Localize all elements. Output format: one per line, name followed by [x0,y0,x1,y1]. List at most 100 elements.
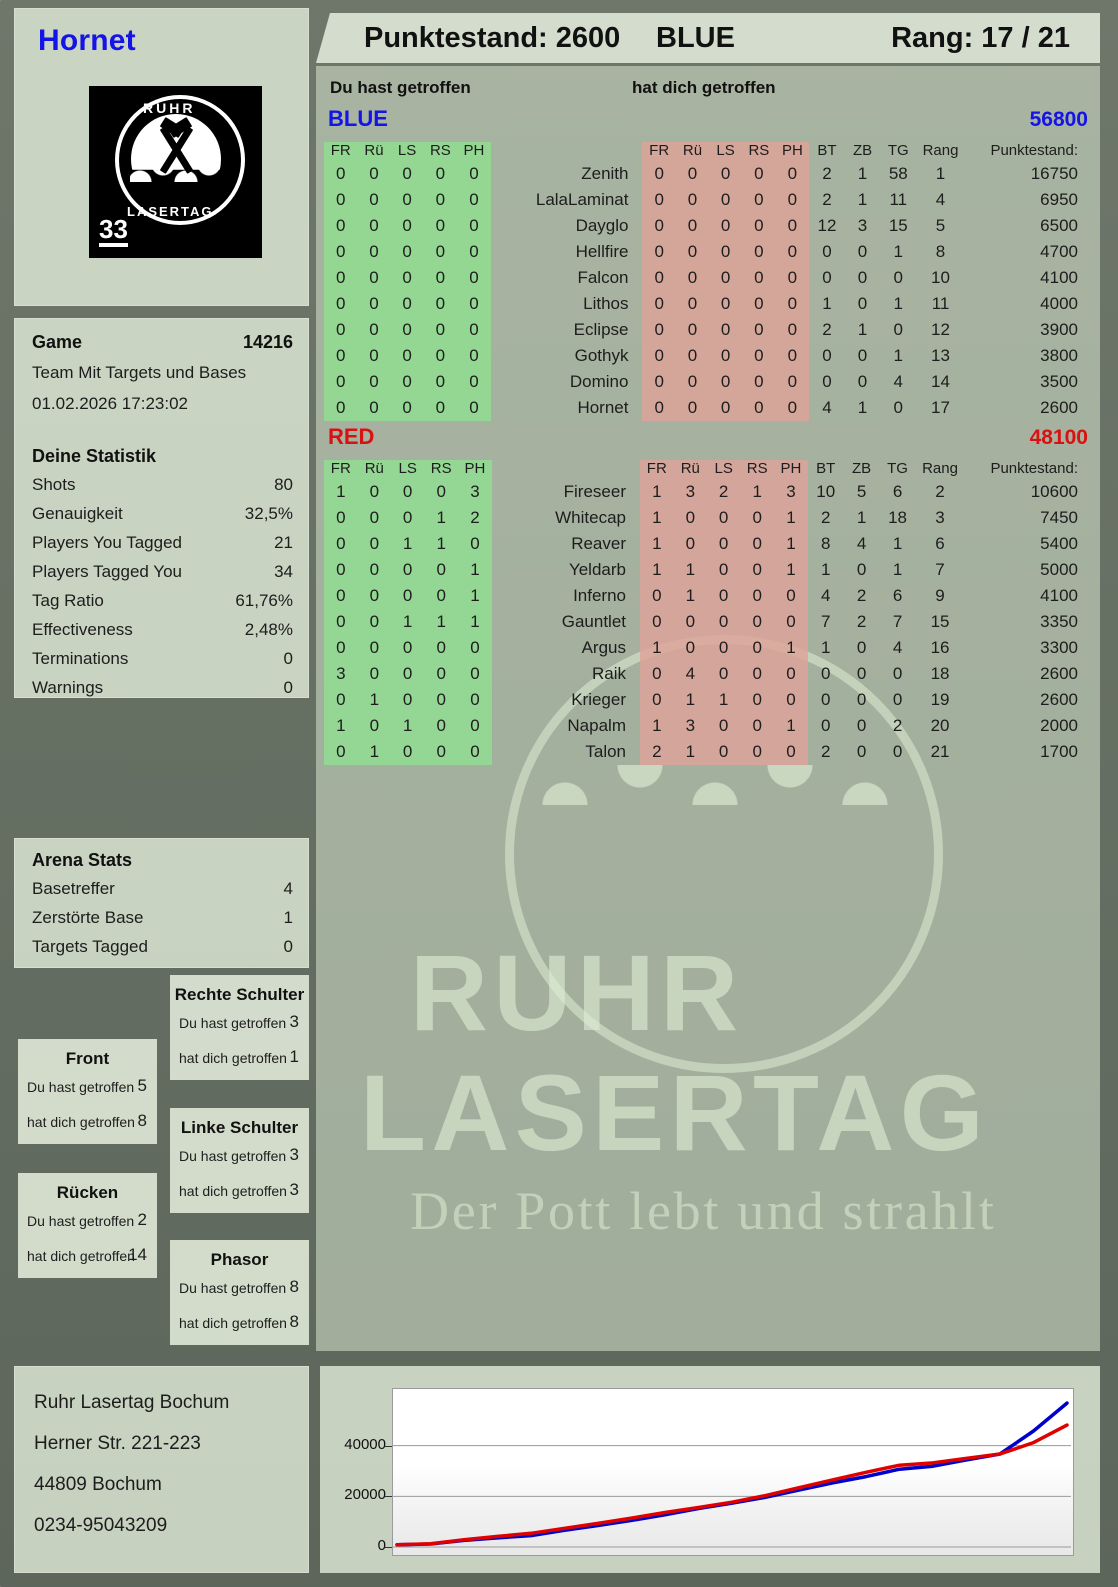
cell-them-RS: 0 [742,265,776,291]
table-row[interactable]: 1 0 1 0 0 Napalm 1 3 0 0 1 0 0 2 20 2000 [324,713,1090,739]
hitzone-title-front: Front [65,1049,110,1068]
team-block-blue: BLUE 56800 FR Rü LS RS PH FR Rü LS RS PH BT ZB TG Rang P… [316,106,1100,421]
cell-bt: 0 [822,268,832,287]
hitzone-you-hit-label: Du hast getroffen [179,1015,287,1031]
cell-them-RS: 0 [740,687,775,713]
cell-them-RS: 1 [740,479,775,505]
cell-tg: 58 [888,164,908,183]
cell-zb: 0 [856,742,867,761]
hitzone-phasor: Phasor Du hast getroffen 8 hat dich getroff… [170,1240,309,1345]
cell-score: 5400 [1040,534,1078,553]
table-row[interactable]: 0 0 1 1 0 Reaver 1 0 0 0 1 8 4 1 6 5400 [324,531,1090,557]
table-row[interactable]: 0 0 0 0 0 Falcon 0 0 0 0 0 0 0 0 10 4100 [324,265,1090,291]
cell-player-name: Zenith [581,164,629,183]
table-row[interactable]: 0 0 0 0 0 Zenith 0 0 0 0 0 2 1 58 1 16750 [324,161,1090,187]
cell-them-FR: 0 [642,265,676,291]
cell-you-FR: 0 [324,161,358,187]
cell-you-PH: 0 [458,687,492,713]
cell-you-PH: 0 [458,531,492,557]
cell-them-RS: 0 [740,713,775,739]
cell-you-RS: 0 [423,317,458,343]
cell-zb: 0 [856,716,867,735]
cell-bt: 4 [821,586,831,605]
cell-them-RS: 0 [742,161,776,187]
hitzone-right-shoulder: Rechte Schulter Du hast getroffen 3 hat dic… [170,975,309,1080]
your-stat-label: Effectiveness [32,620,133,639]
arena-stat-label: Zerstörte Base [32,908,144,927]
cell-them-Rü: 1 [673,739,708,765]
cell-score: 5000 [1040,560,1078,579]
cell-tg: 1 [892,534,903,553]
hitzone-title-ph: Phasor [210,1250,269,1269]
table-row[interactable]: 0 0 0 0 0 Eclipse 0 0 0 0 0 2 1 0 12 3900 [324,317,1090,343]
cell-score: 3800 [1040,346,1078,365]
table-row[interactable]: 0 0 0 0 1 Inferno 0 1 0 0 0 4 2 6 9 4100 [324,583,1090,609]
cell-you-RS: 0 [424,739,459,765]
table-row[interactable]: 0 0 0 0 1 Yeldarb 1 1 0 0 1 1 0 1 7 5000 [324,557,1090,583]
cell-rang: 14 [931,372,950,391]
table-row[interactable]: 0 0 0 0 0 Lithos 0 0 0 0 0 1 0 1 11 4000 [324,291,1090,317]
cell-you-LS: 0 [390,213,424,239]
cell-you-FR: 0 [324,239,358,265]
cell-you-RS: 0 [424,687,459,713]
table-row[interactable]: 3 0 0 0 0 Raik 0 4 0 0 0 0 0 0 18 2600 [324,661,1090,687]
header-team: BLUE [656,21,735,54]
cell-tg: 2 [892,716,903,735]
cell-zb: 0 [856,560,867,579]
cell-you-FR: 0 [324,343,358,369]
cell-you-RS: 0 [423,265,458,291]
cell-you-FR: 0 [324,739,358,765]
table-row[interactable]: 0 0 0 0 0 Domino 0 0 0 0 0 0 0 4 14 3500 [324,369,1090,395]
cell-you-RS: 0 [423,187,458,213]
cell-you-Rü: 0 [357,239,391,265]
table-row[interactable]: 0 0 0 0 0 Hornet 0 0 0 0 0 4 1 0 17 2600 [324,395,1090,421]
cell-zb: 1 [857,190,868,209]
cell-them-Rü: 0 [675,265,710,291]
col-head-them-Rü: Rü [675,142,710,161]
table-row[interactable]: 0 0 0 0 0 Argus 1 0 0 0 1 1 0 4 16 3300 [324,635,1090,661]
table-row[interactable]: 0 0 0 0 0 Dayglo 0 0 0 0 0 12 3 15 5 6500 [324,213,1090,239]
your-stat-value: 80 [274,475,293,494]
cell-them-RS: 0 [740,739,775,765]
game-info-panel: Game 14216 Team Mit Targets und Bases 01… [14,318,309,698]
cell-you-FR: 1 [324,713,358,739]
table-row[interactable]: 0 0 0 1 2 Whitecap 1 0 0 0 1 2 1 18 3 7450 [324,505,1090,531]
cell-them-PH: 0 [775,187,810,213]
cell-zb: 0 [857,268,868,287]
table-row[interactable]: 0 0 0 0 0 LalaLaminat 0 0 0 0 0 2 1 11 4 6950 [324,187,1090,213]
table-row[interactable]: 0 0 0 0 0 Gothyk 0 0 0 0 0 0 0 1 13 3800 [324,343,1090,369]
cell-you-RS: 0 [424,713,459,739]
cell-player-name: Dayglo [575,216,629,235]
table-row[interactable]: 0 0 0 0 0 Hellfire 0 0 0 0 0 0 0 1 8 4700 [324,239,1090,265]
chart-series-blue [395,1401,1069,1547]
cell-them-RS: 0 [742,239,776,265]
cell-them-Rü: 4 [673,661,708,687]
cell-you-Rü: 1 [357,687,392,713]
address-line: 44809 Bochum [34,1474,162,1495]
cell-bt: 1 [821,560,831,579]
cell-zb: 0 [857,294,868,313]
table-row[interactable]: 0 1 0 0 0 Krieger 0 1 1 0 0 0 0 0 19 2600 [324,687,1090,713]
cell-score: 1700 [1040,742,1078,761]
table-row[interactable]: 1 0 0 0 3 Fireseer 1 3 2 1 3 10 5 6 2 10600 [324,479,1090,505]
chart-y-tick-label: 40000 [344,1435,386,1453]
cell-them-RS: 0 [740,583,775,609]
cell-them-FR: 1 [640,479,674,505]
cell-them-PH: 0 [775,369,810,395]
cell-them-Rü: 0 [675,395,710,421]
hitzone-left-shoulder: Linke Schulter Du hast getroffen 3 hat dich… [170,1108,309,1213]
cell-them-FR: 0 [642,343,676,369]
cell-them-LS: 0 [707,557,741,583]
table-row[interactable]: 0 1 0 0 0 Talon 2 1 0 0 0 2 0 0 21 1700 [324,739,1090,765]
logo-number: 33 [99,216,128,247]
col-head-them-PH: PH [774,460,808,479]
cell-them-LS: 0 [709,317,743,343]
table-row[interactable]: 0 0 1 1 1 Gauntlet 0 0 0 0 0 7 2 7 15 3350 [324,609,1090,635]
cell-score: 10600 [1030,482,1078,501]
cell-them-FR: 0 [642,213,676,239]
cell-zb: 1 [856,508,867,527]
col-head-TG: TG [887,142,909,159]
col-head-you-Rü: Rü [357,460,392,479]
cell-them-Rü: 0 [675,317,710,343]
your-stat-label: Tag Ratio [32,591,104,610]
